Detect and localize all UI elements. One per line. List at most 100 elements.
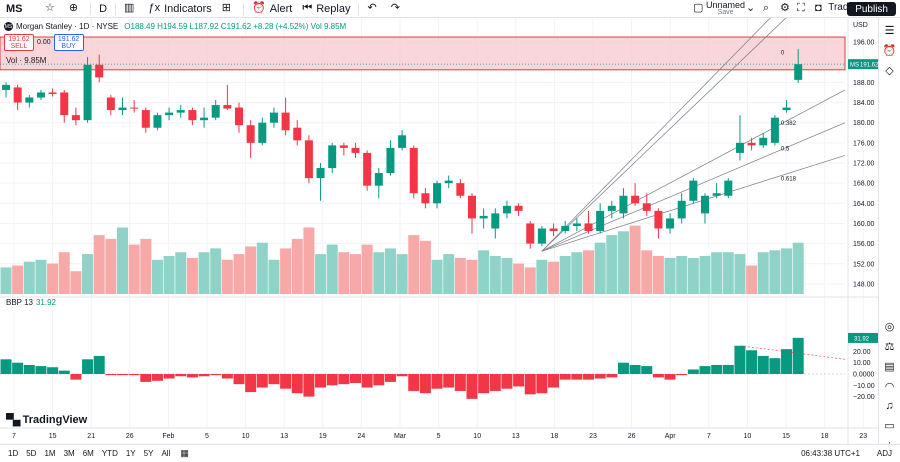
candle-body <box>200 117 209 121</box>
bbp-bar <box>408 374 420 391</box>
undo-icon: ↶ <box>367 2 377 14</box>
volume-bar <box>466 259 478 294</box>
candle-body <box>607 205 616 211</box>
broadcast-icon[interactable]: ◠ <box>884 381 895 393</box>
alerts-clock-icon[interactable]: ⏰ <box>882 45 897 57</box>
candle-body <box>130 107 139 109</box>
currency-label: USD <box>853 22 868 29</box>
sell-button[interactable]: 191.62 SELL <box>4 34 34 51</box>
date-range-calendar-icon[interactable]: ▦ <box>180 448 189 458</box>
bbp-bar <box>664 374 676 380</box>
replay-icon: ⏮ <box>302 2 313 14</box>
volume-bar <box>268 259 280 294</box>
candle-body <box>2 84 10 90</box>
chart-type-button[interactable]: ▥ <box>119 0 143 18</box>
volume-bar <box>583 250 594 294</box>
volume-bar <box>629 225 641 294</box>
undo-button[interactable]: ↶ <box>362 0 385 18</box>
volume-bar <box>559 256 571 294</box>
volume-bar <box>419 240 431 294</box>
alert-button[interactable]: ⏰ Alert <box>247 0 297 18</box>
bbp-bar <box>431 374 443 389</box>
notifications-bell-icon[interactable]: ♫ <box>885 400 894 412</box>
volume-bar <box>408 235 420 294</box>
volume-bar <box>280 248 292 294</box>
candle-body <box>281 112 290 131</box>
range-5d[interactable]: 5D <box>26 449 37 458</box>
time-tick-label: 5 <box>437 433 441 440</box>
watchlist-icon[interactable]: ☰ <box>884 25 895 37</box>
bbp-bar <box>536 374 548 394</box>
price-tick-label: 156.00 <box>853 241 875 248</box>
replay-label: Replay <box>316 2 351 15</box>
range-1d[interactable]: 1D <box>8 449 19 458</box>
compare-button[interactable]: ☆ <box>40 0 64 18</box>
bbp-bar <box>396 374 408 377</box>
layout-menu-chevron-icon[interactable]: ⌄ <box>746 2 756 14</box>
calendar-icon[interactable]: ▤ <box>884 361 895 373</box>
candle-body <box>176 110 185 113</box>
symbol-search[interactable]: MS <box>0 0 40 18</box>
bbp-bar <box>594 374 606 379</box>
bbp-trend-line <box>739 345 846 360</box>
redo-button[interactable]: ↷ <box>386 0 409 18</box>
price-tick-label: 188.00 <box>853 80 875 87</box>
time-tick-label: 10 <box>744 433 752 440</box>
layout-name[interactable]: Unnamed Save <box>706 1 745 17</box>
candle-body <box>642 203 651 211</box>
range-all[interactable]: All <box>161 449 171 458</box>
volume-bar <box>117 227 128 294</box>
range-3m[interactable]: 3M <box>63 449 75 458</box>
candle-body <box>13 87 22 103</box>
adj-toggle[interactable]: ADJ <box>876 449 892 458</box>
add-symbol-button[interactable]: ⊕ <box>64 0 87 18</box>
range-1m[interactable]: 1M <box>44 449 56 458</box>
candle-body <box>258 122 267 143</box>
camera-icon[interactable]: ◘ <box>815 2 822 14</box>
bbp-bar <box>198 374 210 377</box>
indicators-button[interactable]: ƒx Indicators <box>143 0 216 18</box>
fullscreen-icon[interactable]: ⛶ <box>797 2 805 14</box>
trade-button[interactable]: Trade <box>828 2 854 13</box>
volume-bar <box>769 250 781 294</box>
volume-bar <box>151 259 163 294</box>
interval-button[interactable]: D <box>94 0 112 18</box>
time-tick-label: 7 <box>707 433 711 440</box>
range-5y[interactable]: 5Y <box>143 449 154 458</box>
ideas-icon[interactable]: ⚖ <box>884 341 895 353</box>
axes: USD196.00188.00184.00180.00176.00172.001… <box>0 18 878 444</box>
replay-button[interactable]: ⏮ Replay <box>297 0 355 18</box>
candle-body <box>677 200 686 219</box>
bbp-bar <box>559 374 571 380</box>
publish-button[interactable]: Publish <box>847 2 896 16</box>
clock[interactable]: 06:43:38 UTC+1 <box>801 449 860 458</box>
layout-icon[interactable]: ▢ <box>693 2 704 14</box>
settings-gear-icon[interactable]: ⚙ <box>780 2 790 14</box>
candle-body <box>619 195 628 214</box>
range-6m[interactable]: 6M <box>82 449 94 458</box>
bbp-bar <box>548 374 560 388</box>
target-icon[interactable]: ◎ <box>884 321 895 333</box>
indicators-label: Indicators <box>164 2 212 15</box>
resistance-zone[interactable] <box>0 36 846 71</box>
layers-icon[interactable]: ◇ <box>885 65 894 77</box>
order-panel: 191.62 SELL 0.00 191.62 BUY <box>4 34 84 51</box>
tradingview-logo[interactable]: ▀▄ TradingView <box>6 414 87 426</box>
volume-bar <box>746 265 758 294</box>
time-tick-label: Mar <box>394 433 407 440</box>
bbp-tick-label: 20.00 <box>853 349 871 356</box>
bbp-histogram <box>0 296 878 399</box>
quick-search-icon[interactable]: ⌕ <box>763 2 770 14</box>
bbp-bar <box>93 355 105 374</box>
volume-bar <box>757 252 769 294</box>
range-ytd[interactable]: YTD <box>101 449 118 458</box>
buy-button[interactable]: 191.62 BUY <box>53 34 84 51</box>
chat-icon[interactable]: ▭ <box>884 420 895 432</box>
volume-bar <box>163 256 175 294</box>
volume-bars <box>0 225 804 294</box>
range-1y[interactable]: 1Y <box>125 449 136 458</box>
time-tick-label: Feb <box>162 433 174 440</box>
templates-button[interactable]: ⊞ <box>217 0 240 18</box>
volume-bar <box>221 259 233 294</box>
